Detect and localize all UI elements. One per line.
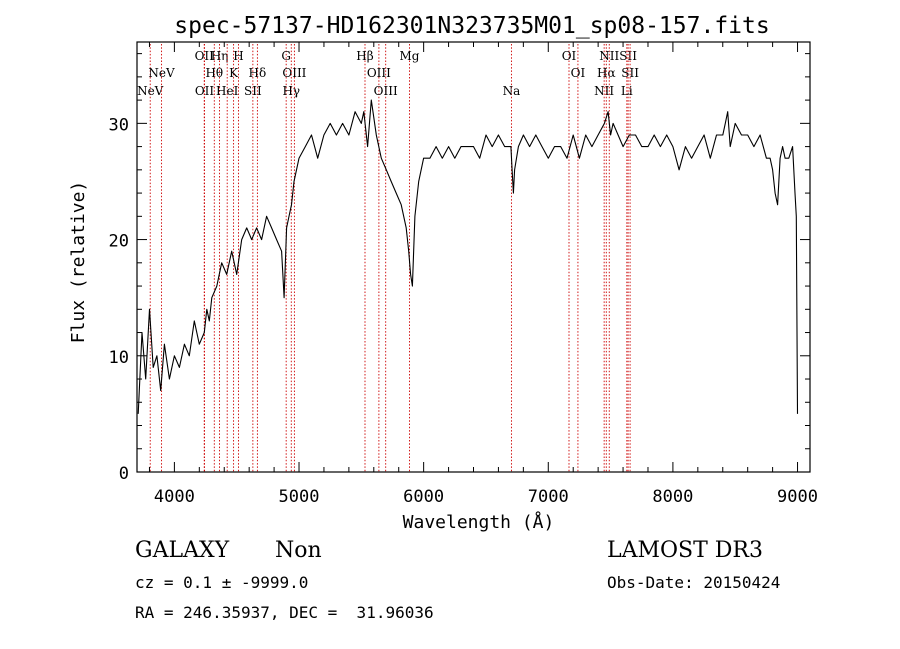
marker-label: OIII — [282, 66, 306, 80]
marker-label: OII — [195, 84, 215, 98]
x-axis-label: Wavelength (Å) — [403, 511, 555, 533]
marker-label: NeV — [148, 66, 175, 80]
marker-label: Hβ — [356, 49, 373, 63]
marker-label: G — [281, 49, 291, 63]
marker-label: Hα — [597, 66, 616, 80]
marker-label: Li — [621, 84, 633, 98]
plot-frame — [136, 41, 811, 473]
marker-label: OIII — [367, 66, 391, 80]
marker-label: Na — [503, 84, 521, 98]
marker-label: SII — [244, 84, 262, 98]
y-tick-label: 30 — [109, 115, 129, 135]
y-tick-label: 10 — [109, 348, 129, 368]
chart-title: spec-57137-HD162301N323735M01_sp08-157.f… — [174, 13, 769, 39]
x-tick-label: 6000 — [403, 487, 444, 507]
y-tick-label: 20 — [109, 232, 129, 252]
redshift-readout: cz = 0.1 ± -9999.0 — [135, 573, 309, 592]
x-tick-label: 9000 — [777, 487, 818, 507]
observation-date: Obs-Date: 20150424 — [607, 573, 781, 592]
marker-label: NII — [599, 49, 619, 63]
marker-label: Hη — [211, 49, 229, 63]
survey-name: LAMOST DR3 — [607, 538, 763, 563]
marker-label: NII — [594, 84, 614, 98]
y-axis-label: Flux (relative) — [68, 181, 89, 344]
coordinates-readout: RA = 246.35937, DEC = 31.96036 — [135, 603, 434, 622]
marker-label: K — [229, 66, 239, 80]
y-tick-label: 0 — [119, 464, 129, 484]
x-tick-label: 4000 — [154, 487, 195, 507]
x-tick-label: 8000 — [652, 487, 693, 507]
marker-label: NeV — [137, 84, 164, 98]
marker-label: OIII — [374, 84, 398, 98]
object-class: GALAXY — [135, 538, 230, 563]
flux-series-line — [137, 99, 799, 414]
x-tick-label: 5000 — [279, 487, 320, 507]
marker-label: OI — [562, 49, 577, 63]
marker-label: OII — [195, 49, 215, 63]
x-tick-label: 7000 — [528, 487, 569, 507]
marker-label: Mg — [400, 49, 420, 63]
object-subclass: Non — [275, 538, 322, 563]
marker-label: Hδ — [249, 66, 267, 80]
marker-label: SII — [621, 66, 639, 80]
marker-label: OI — [571, 66, 586, 80]
marker-label: HeI — [216, 84, 239, 98]
marker-label: Hγ — [282, 84, 300, 98]
marker-label: Hθ — [205, 66, 223, 80]
marker-label: H — [233, 49, 243, 63]
marker-label: SII — [619, 49, 637, 63]
